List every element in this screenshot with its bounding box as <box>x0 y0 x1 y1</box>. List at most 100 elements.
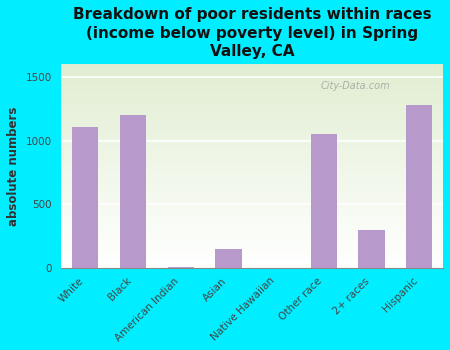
Bar <box>62 186 443 187</box>
Bar <box>72 127 99 268</box>
Bar <box>62 236 443 237</box>
Bar <box>62 139 443 140</box>
Bar <box>62 199 443 200</box>
Bar <box>62 248 443 249</box>
Bar <box>62 233 443 235</box>
Bar <box>62 197 443 198</box>
Bar <box>62 184 443 186</box>
Bar <box>62 65 443 66</box>
Bar <box>62 155 443 156</box>
Bar <box>62 256 443 257</box>
Bar <box>62 207 443 208</box>
Bar <box>62 131 443 132</box>
Bar <box>62 177 443 178</box>
Bar <box>62 176 443 177</box>
Bar <box>62 64 443 65</box>
Bar <box>62 101 443 102</box>
Bar <box>62 79 443 80</box>
Bar <box>62 213 443 214</box>
Bar <box>62 261 443 262</box>
Bar <box>62 225 443 226</box>
Bar <box>62 66 443 68</box>
Bar <box>62 152 443 153</box>
Bar <box>62 167 443 168</box>
Bar <box>62 134 443 135</box>
Bar <box>62 91 443 92</box>
Bar <box>62 237 443 238</box>
Bar <box>62 260 443 261</box>
Bar <box>62 201 443 202</box>
Bar <box>62 206 443 207</box>
Bar <box>62 222 443 223</box>
Bar <box>62 210 443 211</box>
Bar <box>62 104 443 105</box>
Bar <box>62 95 443 96</box>
Bar <box>62 146 443 147</box>
Bar <box>62 125 443 126</box>
Bar <box>62 142 443 143</box>
Bar <box>62 244 443 245</box>
Bar <box>62 68 443 69</box>
Bar <box>62 180 443 181</box>
Bar <box>62 239 443 240</box>
Bar <box>62 160 443 161</box>
Bar <box>62 100 443 101</box>
Bar <box>62 80 443 81</box>
Bar <box>62 253 443 254</box>
Bar <box>62 97 443 98</box>
Bar <box>310 134 337 268</box>
Bar <box>62 247 443 248</box>
Bar <box>62 258 443 259</box>
Bar <box>62 84 443 85</box>
Bar <box>62 106 443 107</box>
Bar <box>62 191 443 192</box>
Bar <box>62 203 443 204</box>
Bar <box>62 193 443 194</box>
Bar <box>406 105 432 268</box>
Bar <box>62 87 443 88</box>
Bar <box>62 254 443 255</box>
Bar <box>62 216 443 217</box>
Bar <box>62 198 443 199</box>
Bar <box>62 133 443 134</box>
Bar <box>62 170 443 172</box>
Bar <box>62 69 443 70</box>
Bar <box>62 143 443 144</box>
Bar <box>62 72 443 74</box>
Bar <box>62 189 443 190</box>
Bar <box>62 116 443 117</box>
Title: Breakdown of poor residents within races
(income below poverty level) in Spring
: Breakdown of poor residents within races… <box>73 7 432 59</box>
Bar <box>62 166 443 167</box>
Bar <box>62 234 443 236</box>
Text: City-Data.com: City-Data.com <box>321 81 391 91</box>
Bar <box>62 205 443 206</box>
Bar <box>62 162 443 163</box>
Bar <box>62 212 443 213</box>
Bar <box>62 161 443 162</box>
Bar <box>62 111 443 112</box>
Bar <box>62 202 443 203</box>
Bar <box>62 168 443 169</box>
Bar <box>62 98 443 99</box>
Bar <box>62 245 443 246</box>
Bar <box>62 132 443 133</box>
Bar <box>62 264 443 265</box>
Bar <box>62 265 443 266</box>
Bar <box>62 178 443 180</box>
Bar <box>62 262 443 263</box>
Bar <box>62 249 443 250</box>
Bar <box>62 240 443 241</box>
Bar <box>62 252 443 253</box>
Bar <box>62 85 443 86</box>
Bar <box>62 128 443 130</box>
Bar <box>62 135 443 136</box>
Bar <box>62 93 443 94</box>
Bar <box>62 77 443 78</box>
Bar <box>62 266 443 267</box>
Bar <box>62 251 443 252</box>
Bar <box>62 232 443 233</box>
Bar <box>62 238 443 239</box>
Bar <box>62 114 443 116</box>
Bar <box>167 267 194 268</box>
Bar <box>62 246 443 247</box>
